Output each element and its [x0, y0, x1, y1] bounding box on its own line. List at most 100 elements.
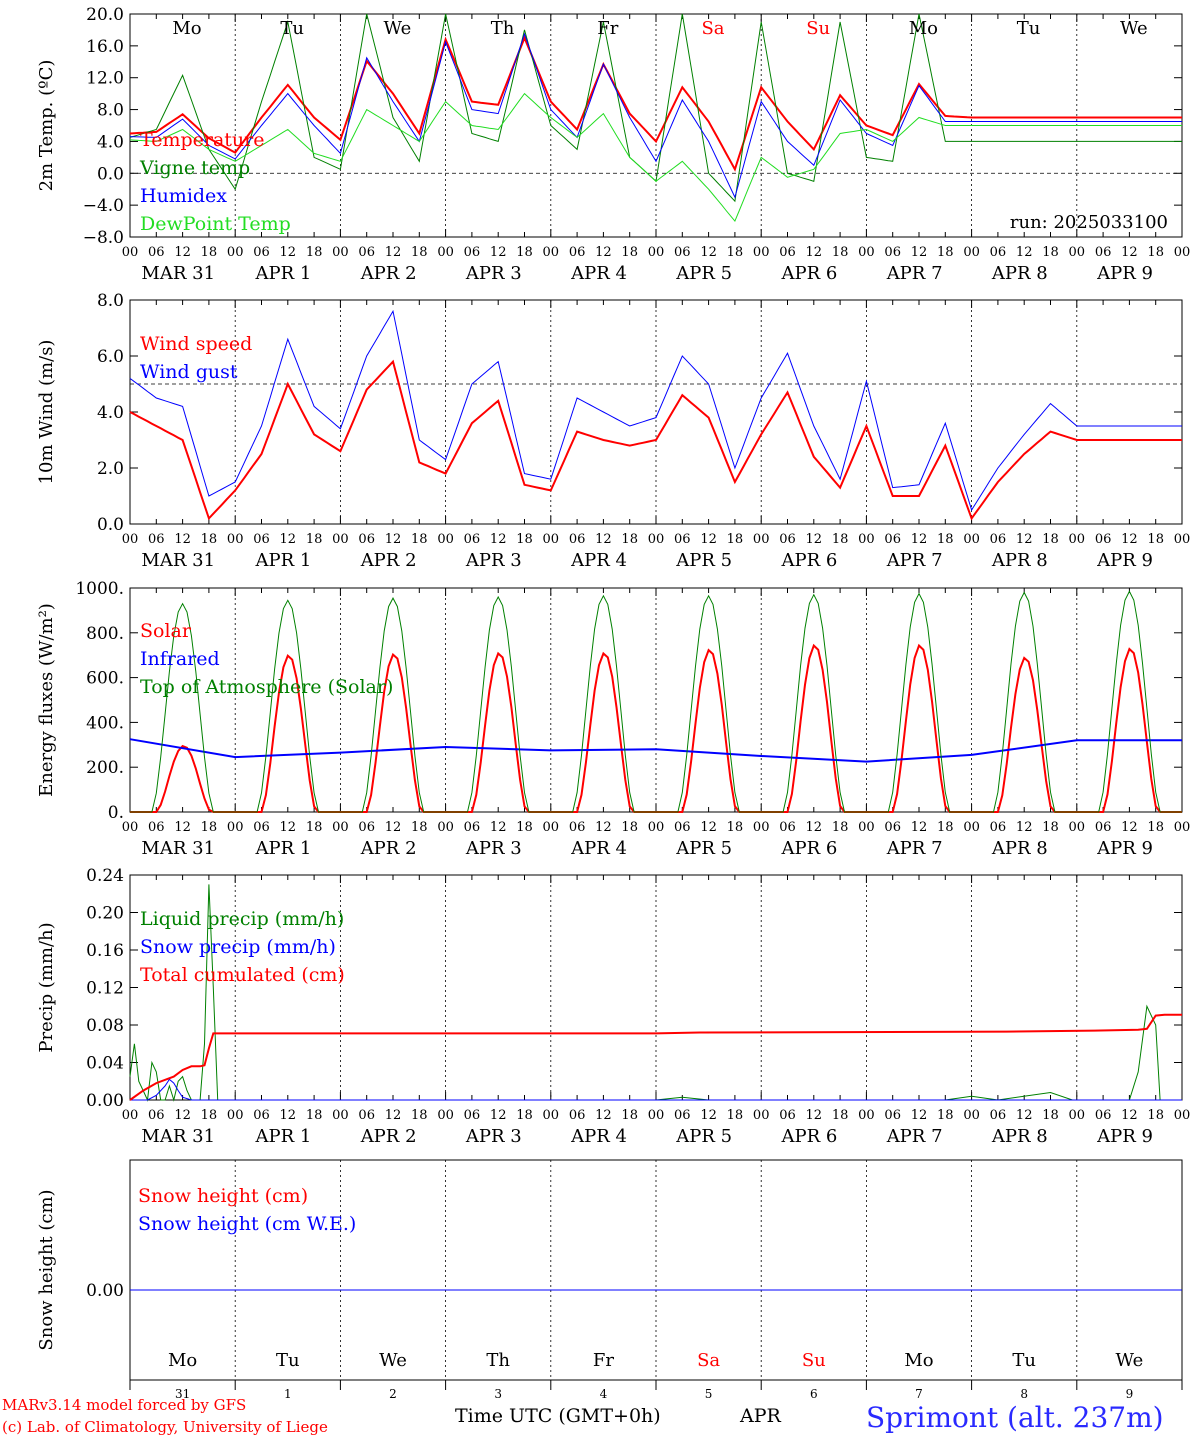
series-temperature [129, 35, 1182, 172]
panel-1: 00 06 12 18 00 06 12 18 00 06 12 18 00 06 12 18 00 06 12 18… [36, 5, 1190, 284]
date-label: APR 4 [570, 1126, 627, 1147]
hour-label: 06 [253, 245, 270, 260]
hour-label: 06 [674, 820, 691, 835]
hour-label: 06 [990, 1108, 1007, 1123]
model-credit-line1: MARv3.14 model forced by GFS [2, 1396, 247, 1414]
day-label: Tu [280, 18, 304, 39]
series-top-of-atmosphere-solar- [130, 590, 1182, 813]
hour-label: 12 [595, 245, 612, 260]
date-label: APR 5 [675, 1126, 732, 1147]
y-axis-label: 10m Wind (m/s) [36, 340, 57, 485]
y-tick-label: 600. [86, 669, 124, 689]
hour-label: 06 [1095, 820, 1112, 835]
date-label: APR 1 [254, 263, 311, 284]
day-label: We [1116, 1350, 1144, 1371]
hour-label: 06 [253, 532, 270, 547]
hour-label: 12 [1016, 820, 1033, 835]
day-number: 6 [810, 1387, 818, 1401]
panel-4: 00 06 12 18 00 06 12 18 00 06 12 18 00 06 12 18 00 06 12 18… [36, 866, 1190, 1147]
date-label: APR 7 [886, 550, 943, 571]
hour-label: 12 [385, 820, 402, 835]
hour-label: 00 [437, 245, 454, 260]
y-tick-label: 8.0 [97, 291, 124, 311]
hour-label: 06 [990, 532, 1007, 547]
hour-label: 18 [937, 820, 954, 835]
date-label: APR 2 [360, 550, 417, 571]
y-tick-label: 1000. [75, 579, 124, 599]
hour-label: 12 [700, 820, 717, 835]
run-annotation: run: 2025033100 [1010, 212, 1168, 233]
hour-label: 00 [437, 532, 454, 547]
legend-entry: Humidex [140, 185, 227, 207]
legend-entry: Total cumulated (cm) [140, 964, 345, 986]
hour-label: 18 [832, 820, 849, 835]
date-label: APR 3 [465, 550, 522, 571]
hour-label: 18 [832, 532, 849, 547]
hour-label: 06 [358, 820, 375, 835]
y-tick-label: 0.00 [86, 1281, 124, 1301]
hour-label: 12 [174, 1108, 191, 1123]
series-infrared [129, 738, 1182, 763]
y-tick-label: 0.24 [86, 866, 124, 886]
model-credit-line2: (c) Lab. of Climatology, University of L… [2, 1418, 328, 1436]
hour-label: 00 [122, 532, 139, 547]
hour-label: 12 [700, 532, 717, 547]
hour-label: 18 [1147, 1108, 1164, 1123]
hour-label: 00 [648, 820, 665, 835]
day-label: Mo [168, 1350, 197, 1371]
day-number: 1 [284, 1387, 292, 1401]
hour-label: 12 [490, 245, 507, 260]
hour-label: 18 [516, 820, 533, 835]
y-axis-label: Energy fluxes (W/m²) [36, 603, 57, 797]
time-axis-label: Time UTC (GMT+0h) [455, 1405, 661, 1427]
date-label: APR 7 [886, 838, 943, 859]
date-label: APR 4 [570, 838, 627, 859]
hour-label: 12 [911, 820, 928, 835]
day-number: 3 [494, 1387, 502, 1401]
hour-label: 00 [648, 245, 665, 260]
hour-label: 06 [148, 245, 165, 260]
hour-label: 12 [700, 245, 717, 260]
hour-label: 18 [411, 820, 428, 835]
hour-label: 00 [1174, 820, 1191, 835]
hour-label: 06 [779, 532, 796, 547]
series-wind-speed [129, 359, 1182, 521]
hour-label: 18 [1147, 532, 1164, 547]
hour-label: 00 [122, 1108, 139, 1123]
date-label: APR 8 [991, 838, 1048, 859]
date-label: APR 9 [1096, 550, 1153, 571]
hour-label: 18 [201, 820, 218, 835]
hour-label: 00 [648, 532, 665, 547]
hour-label: 18 [1042, 820, 1059, 835]
hour-label: 00 [963, 245, 980, 260]
hour-label: 18 [832, 245, 849, 260]
hour-label: 18 [411, 1108, 428, 1123]
hour-label: 12 [595, 532, 612, 547]
day-label: We [384, 18, 412, 39]
hour-label: 00 [227, 1108, 244, 1123]
hour-label: 00 [963, 820, 980, 835]
hour-label: 12 [1121, 820, 1138, 835]
y-tick-label: 0.04 [86, 1054, 124, 1074]
hour-label: 06 [884, 820, 901, 835]
day-label: We [1120, 18, 1148, 39]
hour-label: 12 [174, 820, 191, 835]
hour-label: 06 [464, 1108, 481, 1123]
hour-label: 06 [464, 820, 481, 835]
hour-label: 12 [700, 1108, 717, 1123]
hour-label: 18 [411, 245, 428, 260]
hour-label: 18 [201, 532, 218, 547]
date-label: MAR 31 [141, 550, 215, 571]
series-total-cumulated-cm- [129, 1013, 1182, 1101]
date-label: MAR 31 [141, 838, 215, 859]
hour-label: 12 [595, 1108, 612, 1123]
date-label: APR 4 [570, 550, 627, 571]
hour-label: 06 [253, 1108, 270, 1123]
hour-label: 06 [1095, 1108, 1112, 1123]
hour-label: 00 [332, 532, 349, 547]
hour-label: 18 [937, 1108, 954, 1123]
hour-label: 18 [621, 532, 638, 547]
hour-label: 18 [937, 245, 954, 260]
day-label: Th [491, 18, 515, 39]
y-axis-label: Precip (mm/h) [36, 922, 57, 1052]
